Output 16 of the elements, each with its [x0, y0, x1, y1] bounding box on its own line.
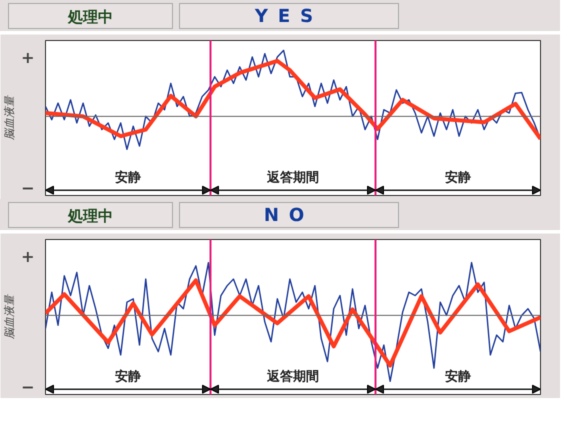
annotation: 安静: [445, 368, 471, 385]
chart-title: 処理中: [8, 202, 173, 228]
text: −: [21, 378, 34, 397]
y-axis-title: 脳血液量: [3, 95, 16, 140]
annotation: 返答期間: [266, 368, 319, 385]
text: +: [21, 48, 34, 67]
text: 安静: [115, 170, 141, 186]
chart-subtitle: YES: [179, 3, 399, 29]
annotation: 安静: [115, 368, 141, 385]
chart-title: 処理中: [8, 3, 173, 29]
text: −: [21, 178, 34, 198]
text: 返答期間: [266, 170, 319, 186]
y-axis-title: 脳血液量: [3, 294, 16, 339]
text: 安静: [445, 170, 471, 186]
text: +: [21, 246, 34, 266]
chart-subtitle: NO: [179, 202, 399, 228]
